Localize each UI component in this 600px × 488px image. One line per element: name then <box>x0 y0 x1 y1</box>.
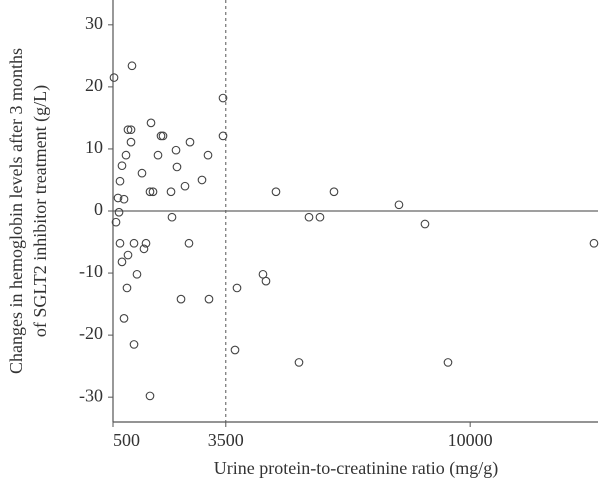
point <box>109 73 119 82</box>
point <box>146 118 156 128</box>
point <box>185 137 195 147</box>
x-tick-label: 500 <box>113 430 140 450</box>
point <box>294 358 304 367</box>
y-tick-label: 0 <box>94 199 103 219</box>
point <box>114 207 124 217</box>
point <box>137 168 147 178</box>
x-tick-label: 10000 <box>448 430 493 450</box>
point <box>122 283 132 293</box>
point <box>589 238 599 248</box>
point <box>261 276 271 286</box>
point <box>203 150 213 160</box>
y-tick-label: 30 <box>85 13 103 33</box>
point <box>218 93 228 103</box>
y-axis-label: of SGLT2 inhibitor treatment (g/L) <box>30 85 51 337</box>
y-tick-label: -20 <box>79 323 103 343</box>
point <box>115 238 125 248</box>
point <box>171 145 181 155</box>
x-axis-label: Urine protein-to-creatinine ratio (mg/g) <box>214 458 498 479</box>
point <box>271 187 281 197</box>
point <box>166 187 176 197</box>
point <box>315 212 325 222</box>
point <box>126 125 136 135</box>
point <box>304 212 314 222</box>
point <box>117 161 127 171</box>
point <box>158 131 168 141</box>
point <box>119 314 129 323</box>
x-tick-label: 3500 <box>208 430 244 450</box>
point <box>197 175 207 185</box>
y-tick-label: -30 <box>79 385 103 405</box>
point <box>184 238 194 248</box>
point <box>145 391 155 401</box>
point <box>172 162 182 172</box>
point <box>117 257 127 267</box>
point <box>394 200 404 210</box>
point <box>126 137 136 147</box>
point <box>139 244 149 254</box>
point <box>129 340 139 349</box>
point <box>115 176 125 186</box>
point <box>180 181 190 191</box>
point <box>129 238 139 248</box>
point <box>218 131 228 141</box>
point <box>443 358 453 367</box>
point <box>127 61 137 71</box>
point <box>153 150 163 160</box>
y-tick-label: -10 <box>79 261 103 281</box>
point <box>148 187 158 197</box>
point <box>145 187 155 197</box>
point <box>167 212 177 222</box>
y-tick-label: 20 <box>85 75 103 95</box>
point <box>141 238 151 248</box>
point <box>111 217 121 227</box>
point <box>230 345 240 355</box>
point <box>176 294 186 304</box>
point <box>329 187 339 197</box>
point <box>132 269 142 279</box>
point <box>420 219 430 229</box>
point <box>119 194 129 204</box>
point <box>232 283 242 293</box>
point <box>123 125 133 135</box>
y-axis-label: Changes in hemoglobin levels after 3 mon… <box>6 48 26 374</box>
point <box>123 250 133 260</box>
point <box>121 150 131 160</box>
y-tick-label: 10 <box>85 137 103 157</box>
point <box>204 294 214 304</box>
point <box>113 193 123 203</box>
